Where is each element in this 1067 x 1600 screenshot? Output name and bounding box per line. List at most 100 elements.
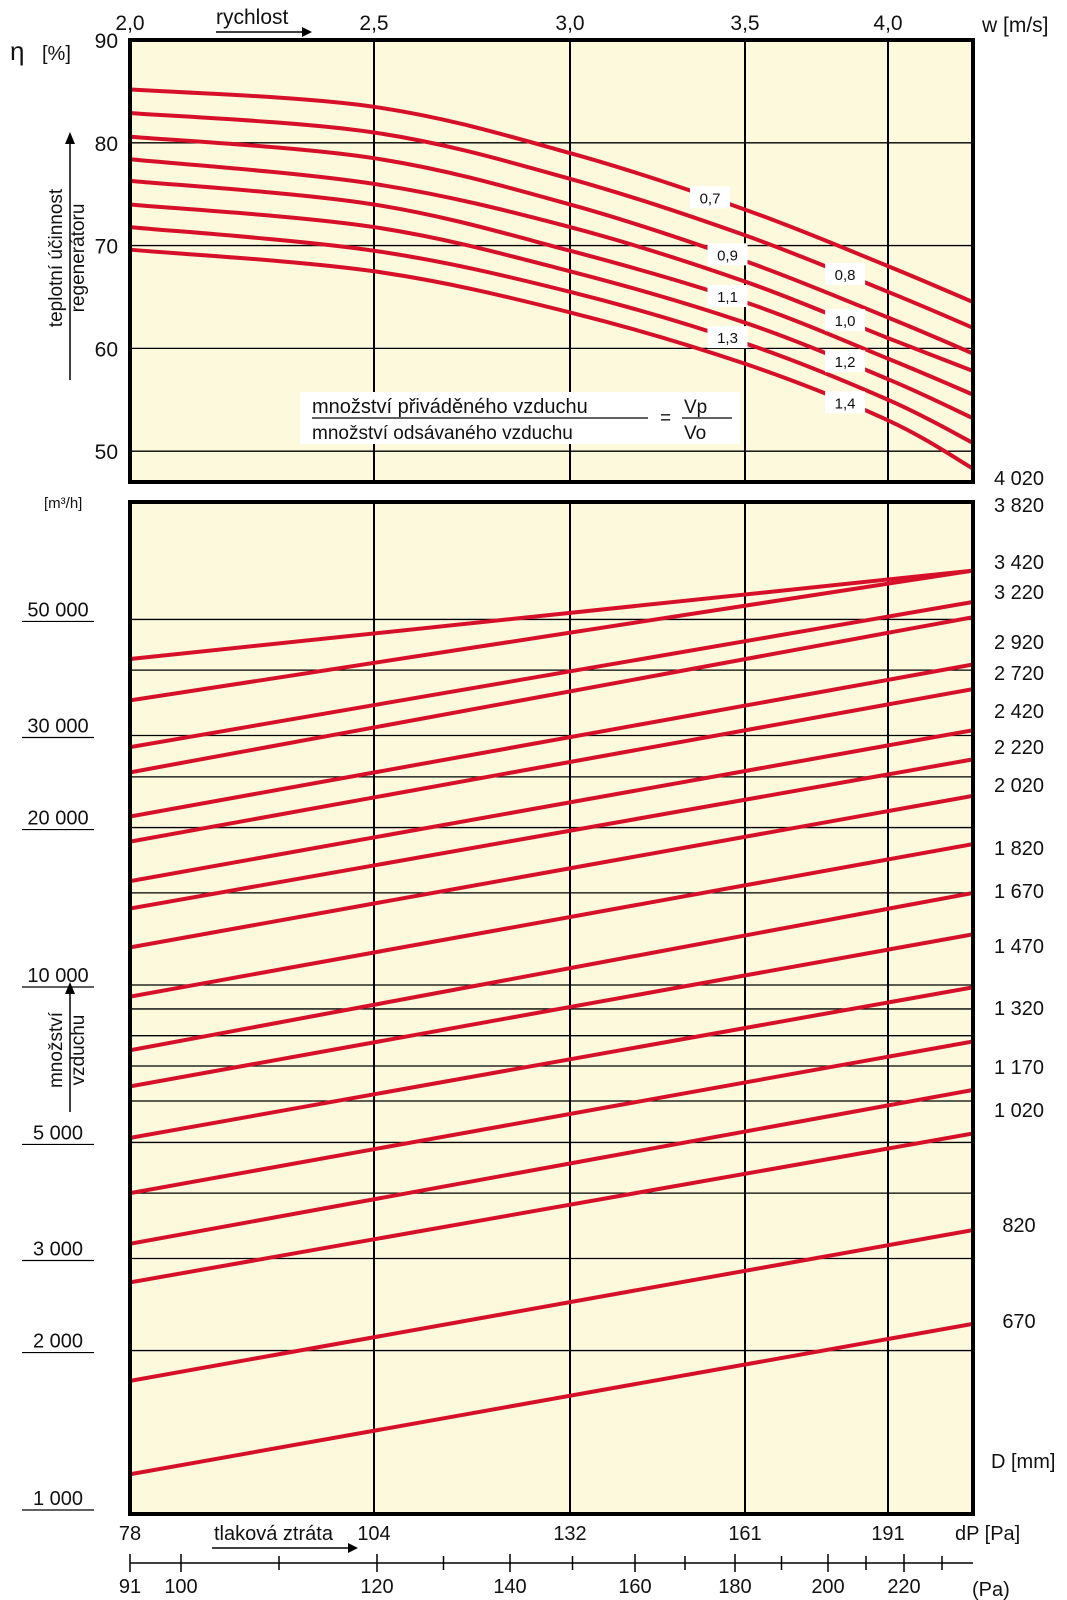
duct-line [130,932,973,1089]
diameter-label: 670 [1002,1311,1035,1333]
bottom-scale-tick-label: 120 [360,1576,393,1598]
diameter-unit: D [mm] [991,1451,1055,1473]
duct-line [130,1228,973,1383]
lower-y-tick-label: 20 000 [27,808,88,830]
top-axis-tick-label: 3,5 [730,12,759,35]
duct-line [130,568,973,703]
duct-line [130,842,973,999]
upper-y-ticks: 90 80 70 60 50 [95,30,118,464]
bottom-axis-tick-label: 78 [119,1523,141,1545]
curve-label: 0,9 [717,247,738,264]
diameter-label: 2 220 [994,737,1044,759]
duct-line [130,728,973,884]
bottom-scale-tick-label: 220 [887,1576,920,1598]
upper-y-title-arrow-head [65,132,75,144]
duct-line [130,1321,973,1477]
bottom-scale-ticks: 91 100 120 140 160 180 200 220 [119,1554,943,1598]
efficiency-curve [129,225,974,445]
curve-label: 0,7 [700,190,721,207]
curve-label-background [825,309,866,332]
curve-label: 1,1 [717,289,738,306]
efficiency-curve [129,157,974,373]
curve-label: 1,0 [835,313,856,330]
duct-line [130,757,973,911]
curve-label-background [707,284,748,307]
duct-line [130,1039,973,1196]
bottom-axis-tick-label: 191 [871,1523,904,1545]
diameter-label: 3 220 [994,582,1044,604]
lower-plot-frame [128,500,975,1516]
bottom-scale-unit: (Pa) [972,1579,1010,1600]
bottom-scale-tick-label: 91 [119,1576,141,1598]
curve-label-background [825,350,866,373]
diameter-label: 2 920 [994,632,1044,654]
upper-curves [129,87,974,471]
efficiency-curve [129,178,974,397]
upper-plot-frame [128,38,975,484]
bottom-axis-tick-label: 132 [553,1523,586,1545]
lower-y-tick-label: 30 000 [27,715,88,737]
lower-y-tick-label: 2 000 [33,1331,83,1353]
efficiency-curve [129,247,974,471]
diameter-labels: 4 020 3 820 3 420 3 220 2 920 2 720 2 420 2 220… [994,468,1044,1333]
formula-rhs-numerator: Vp [684,397,707,418]
duct-line [130,985,973,1140]
lower-y-tick-label: 5 000 [33,1122,83,1144]
lower-y-tick-label: 50 000 [27,599,88,621]
curve-label: 0,8 [835,267,856,284]
formula-rhs-denominator: Vo [684,423,706,444]
duct-line [130,687,973,844]
curve-label: 1,3 [717,330,738,347]
bottom-scale-tick-label: 160 [618,1576,651,1598]
diameter-label: 2 420 [994,701,1044,723]
upper-y-title-line1: teplotní účinnost [46,188,67,327]
diameter-label: 1 020 [994,1100,1044,1122]
lower-y-unit: [m³/h] [44,495,82,512]
diameter-label: 4 020 [994,468,1044,490]
diameter-label: 3 420 [994,552,1044,574]
duct-line [130,1131,973,1285]
bottom-axis-label: tlaková ztráta [214,1523,334,1545]
top-axis-arrow-head [302,27,312,37]
duct-line [130,793,973,950]
duct-line [130,662,973,819]
curve-label-background [707,243,748,266]
lower-y-ticks: 50 000 30 000 20 000 10 000 5 000 3 000 2 000 1… [22,599,94,1511]
curve-label-background [825,262,866,285]
diameter-label: 2 720 [994,663,1044,685]
duct-line [130,599,973,750]
efficiency-curve [129,202,974,421]
top-axis-tick-label: 2,5 [359,12,388,35]
top-axis-tick-label: 4,0 [873,12,902,35]
diameter-label: 1 320 [994,998,1044,1020]
diameter-label: 1 670 [994,881,1044,903]
lower-y-title-line1: množství [46,1011,67,1088]
upper-y-title-line2: regenerátoru [68,204,89,313]
curve-label-background [825,391,866,414]
diameter-label: 2 020 [994,775,1044,797]
formula-denominator: množství odsávaného vzduchu [312,423,573,444]
formula-numerator: množství přiváděného vzduchu [312,396,588,418]
bottom-scale-tick-label: 100 [164,1576,197,1598]
lower-y-tick-label: 1 000 [33,1488,83,1510]
curve-label: 1,4 [835,395,856,412]
upper-y-tick-label: 60 [95,338,118,361]
efficiency-curve [129,87,974,304]
upper-y-tick-label: 80 [95,133,118,156]
bottom-axis-ticks: 78 104 132 161 191 [119,1523,905,1545]
top-axis-tick-label: 3,0 [555,12,584,35]
diameter-label: 3 820 [994,495,1044,517]
top-axis-tick-label: 2,0 [115,12,144,35]
lower-y-title-arrow-head [65,982,75,994]
upper-y-tick-label: 90 [95,30,118,53]
lower-y-tick-label: 10 000 [27,965,88,987]
formula-equals: = [660,408,671,429]
bottom-axis-unit: dP [Pa] [955,1523,1020,1545]
bottom-axis-tick-label: 161 [728,1523,761,1545]
eta-symbol: η [10,36,24,66]
diameter-label: 820 [1002,1215,1035,1237]
curve-label-background [690,186,730,209]
diameter-label: 1 170 [994,1057,1044,1079]
ratio-formula: množství přiváděného vzduchu množství od… [300,392,740,444]
